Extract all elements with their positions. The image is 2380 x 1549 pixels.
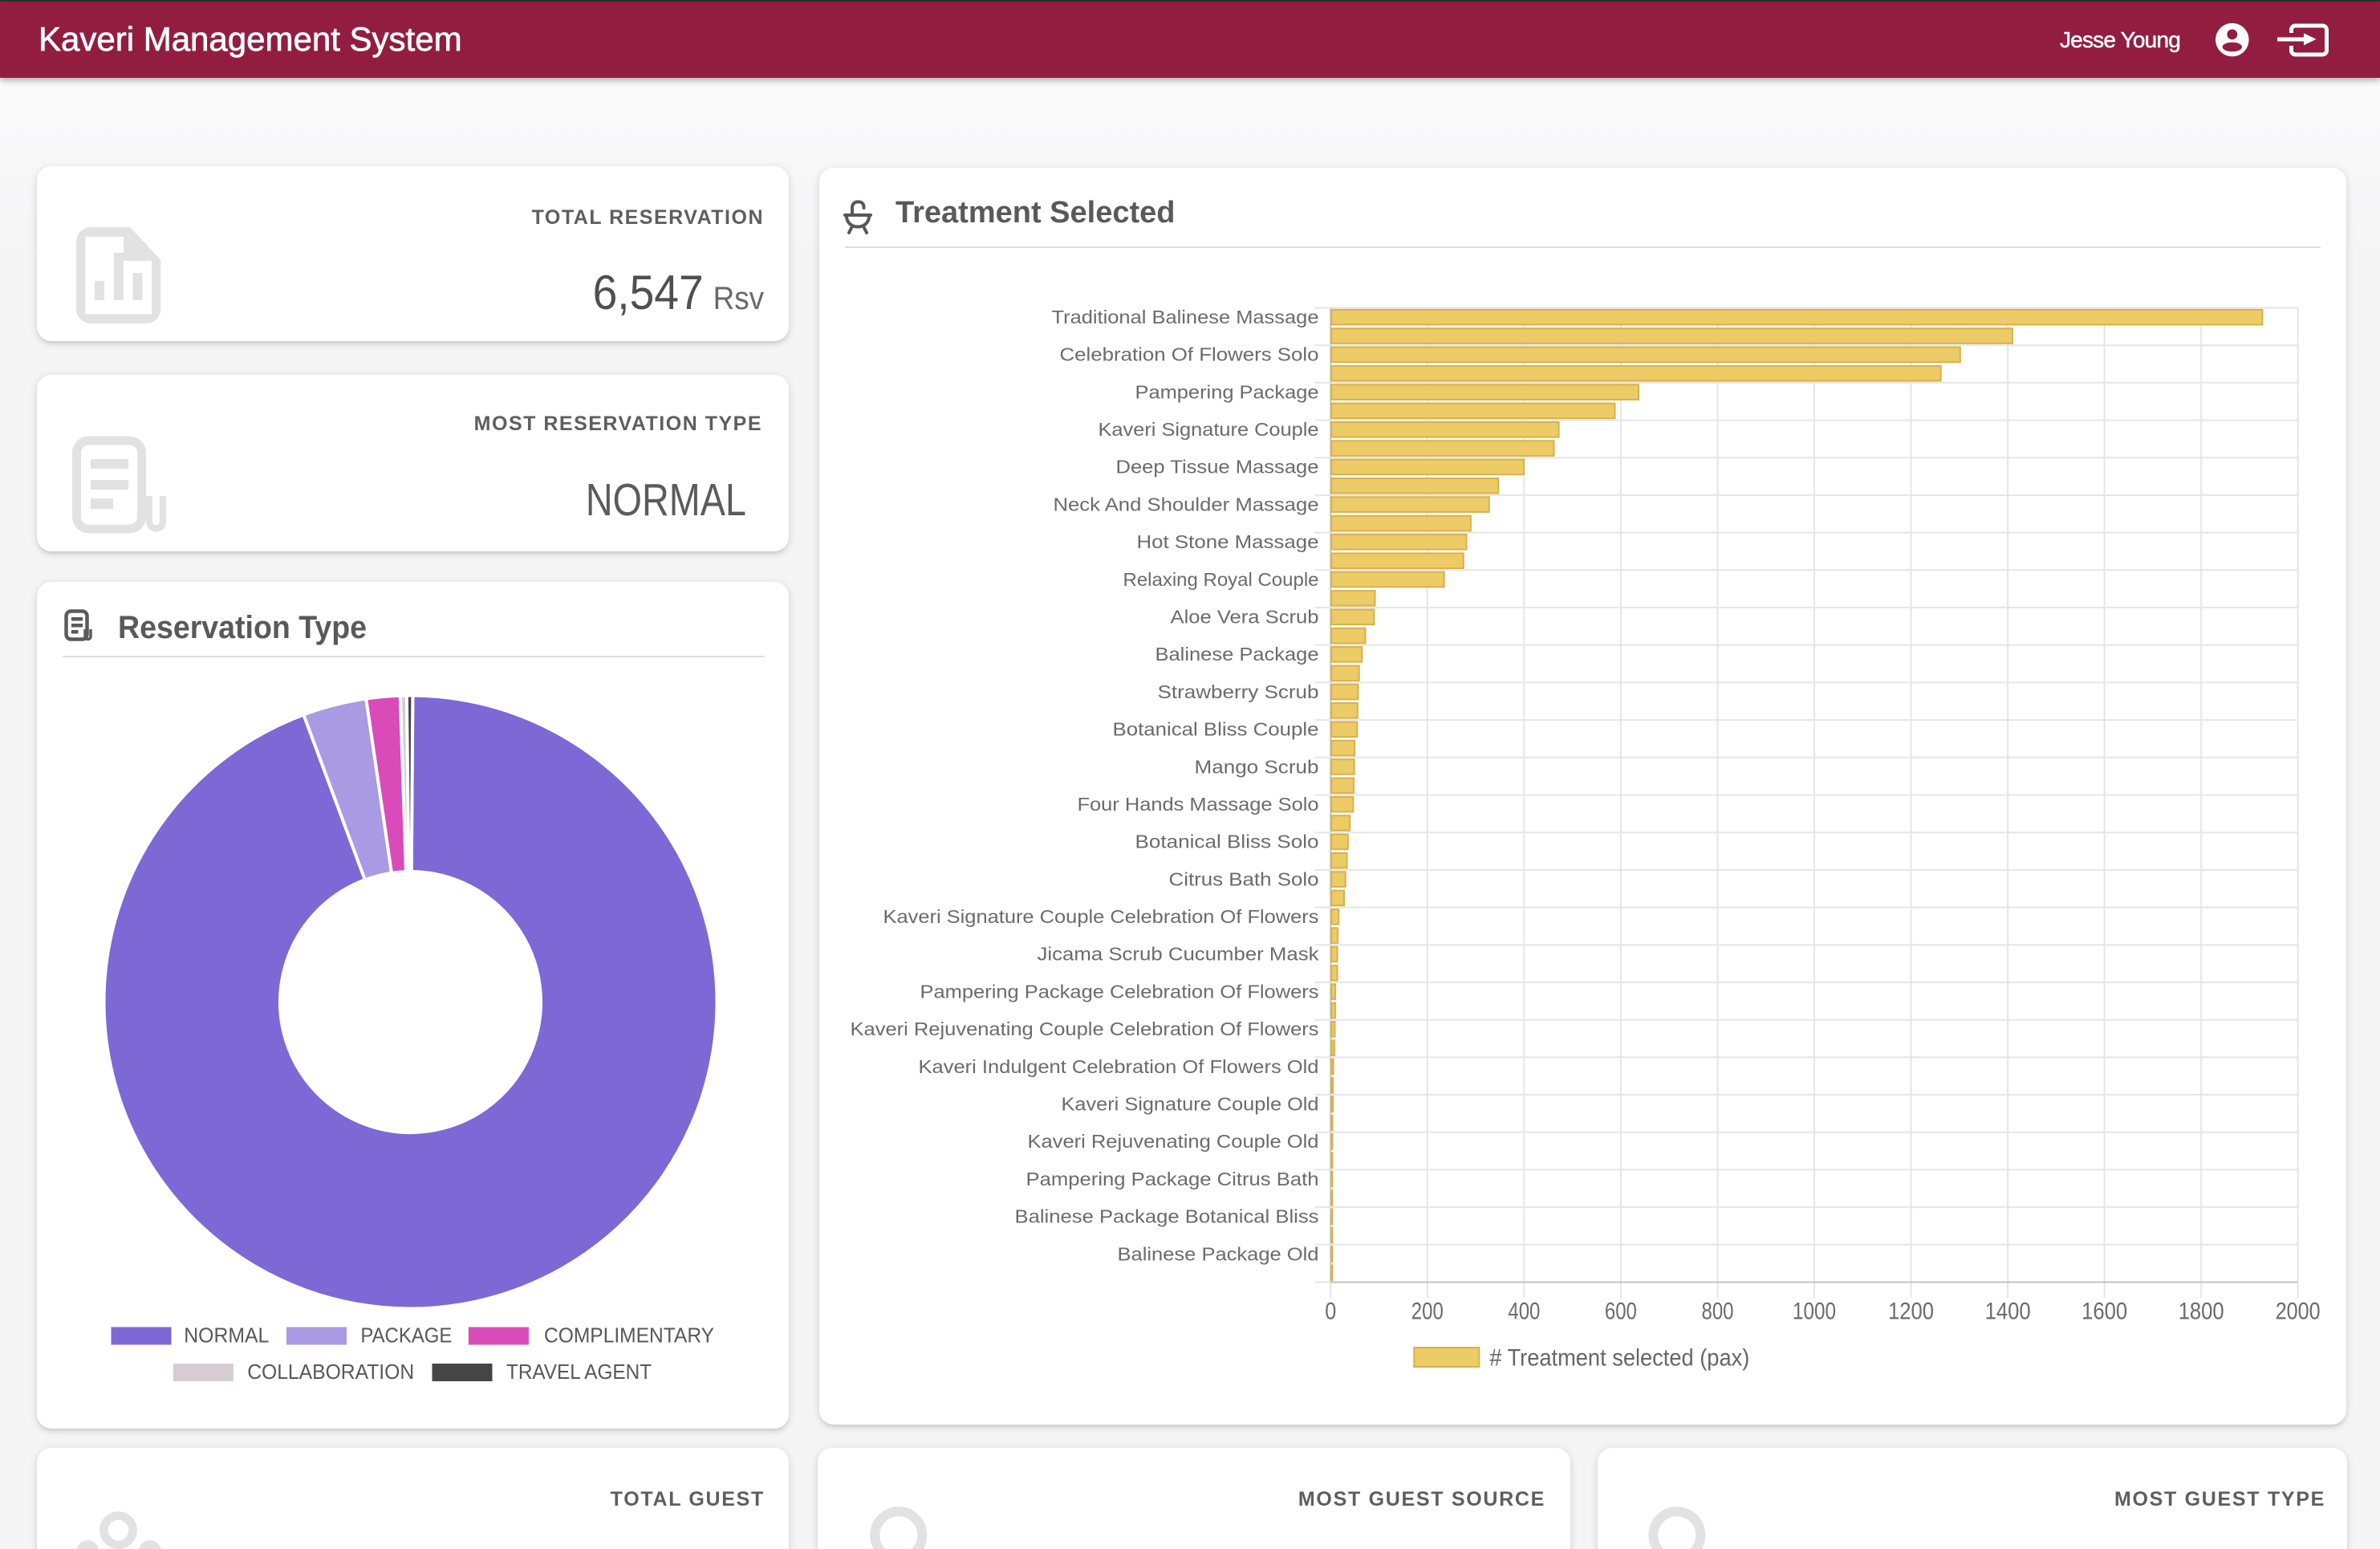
svg-text:TRAVEL AGENT: TRAVEL AGENT [506,1360,652,1384]
svg-text:Balinese Package Botanical Bli: Balinese Package Botanical Bliss [1015,1206,1319,1227]
svg-text:NORMAL: NORMAL [184,1323,269,1348]
svg-text:Deep Tissue Massage: Deep Tissue Massage [1116,457,1319,478]
svg-text:Relaxing Royal Couple: Relaxing Royal Couple [1123,569,1319,590]
svg-text:Hot Stone Massage: Hot Stone Massage [1137,531,1319,552]
svg-text:800: 800 [1702,1299,1734,1325]
svg-text:Pampering Package Celebration: Pampering Package Celebration Of Flowers [920,981,1319,1002]
svg-text:Kaveri Rejuvenating Couple Old: Kaveri Rejuvenating Couple Old [1028,1131,1319,1152]
svg-text:# Treatment selected (pax): # Treatment selected (pax) [1489,1345,1749,1372]
svg-text:Kaveri Signature Couple: Kaveri Signature Couple [1099,419,1319,440]
svg-text:Kaveri Signature Couple Celebr: Kaveri Signature Couple Celebration Of F… [883,906,1319,927]
svg-text:Balinese Package Old: Balinese Package Old [1118,1243,1319,1264]
svg-text:0: 0 [1325,1299,1336,1325]
svg-text:Mango Scrub: Mango Scrub [1195,756,1319,777]
svg-text:Kaveri Signature Couple Old: Kaveri Signature Couple Old [1062,1094,1319,1115]
svg-text:Kaveri Indulgent Celebration O: Kaveri Indulgent Celebration Of Flowers … [919,1056,1319,1077]
svg-text:Kaveri Rejuvenating Couple Cel: Kaveri Rejuvenating Couple Celebration O… [851,1018,1319,1039]
svg-text:Balinese Package: Balinese Package [1155,644,1319,665]
svg-text:Citrus Bath Solo: Citrus Bath Solo [1169,868,1319,889]
svg-text:Botanical Bliss Couple: Botanical Bliss Couple [1113,719,1319,740]
svg-text:Strawberry Scrub: Strawberry Scrub [1158,681,1319,702]
svg-text:Pampering Package Citrus Bath: Pampering Package Citrus Bath [1026,1169,1319,1189]
svg-text:Four Hands Massage Solo: Four Hands Massage Solo [1078,794,1319,815]
svg-text:1200: 1200 [1888,1299,1934,1325]
svg-text:COMPLIMENTARY: COMPLIMENTARY [544,1323,714,1348]
svg-text:Traditional Balinese Massage: Traditional Balinese Massage [1052,307,1319,327]
svg-text:1800: 1800 [2179,1299,2224,1325]
svg-text:1600: 1600 [2081,1299,2127,1325]
svg-text:Jicama Scrub Cucumber Mask: Jicama Scrub Cucumber Mask [1038,944,1320,965]
svg-text:1400: 1400 [1985,1299,2031,1325]
svg-text:2000: 2000 [2276,1299,2321,1325]
svg-text:400: 400 [1508,1299,1540,1325]
svg-text:Neck And Shoulder Massage: Neck And Shoulder Massage [1054,494,1319,514]
svg-text:PACKAGE: PACKAGE [360,1323,452,1348]
svg-text:Pampering Package: Pampering Package [1135,381,1319,402]
svg-text:Celebration Of Flowers Solo: Celebration Of Flowers Solo [1060,344,1319,365]
svg-text:Botanical Bliss Solo: Botanical Bliss Solo [1135,831,1319,852]
svg-text:600: 600 [1605,1299,1637,1325]
svg-text:1000: 1000 [1793,1299,1836,1325]
svg-text:200: 200 [1411,1299,1444,1325]
svg-text:Aloe Vera Scrub: Aloe Vera Scrub [1171,607,1319,628]
svg-text:COLLABORATION: COLLABORATION [247,1360,414,1384]
